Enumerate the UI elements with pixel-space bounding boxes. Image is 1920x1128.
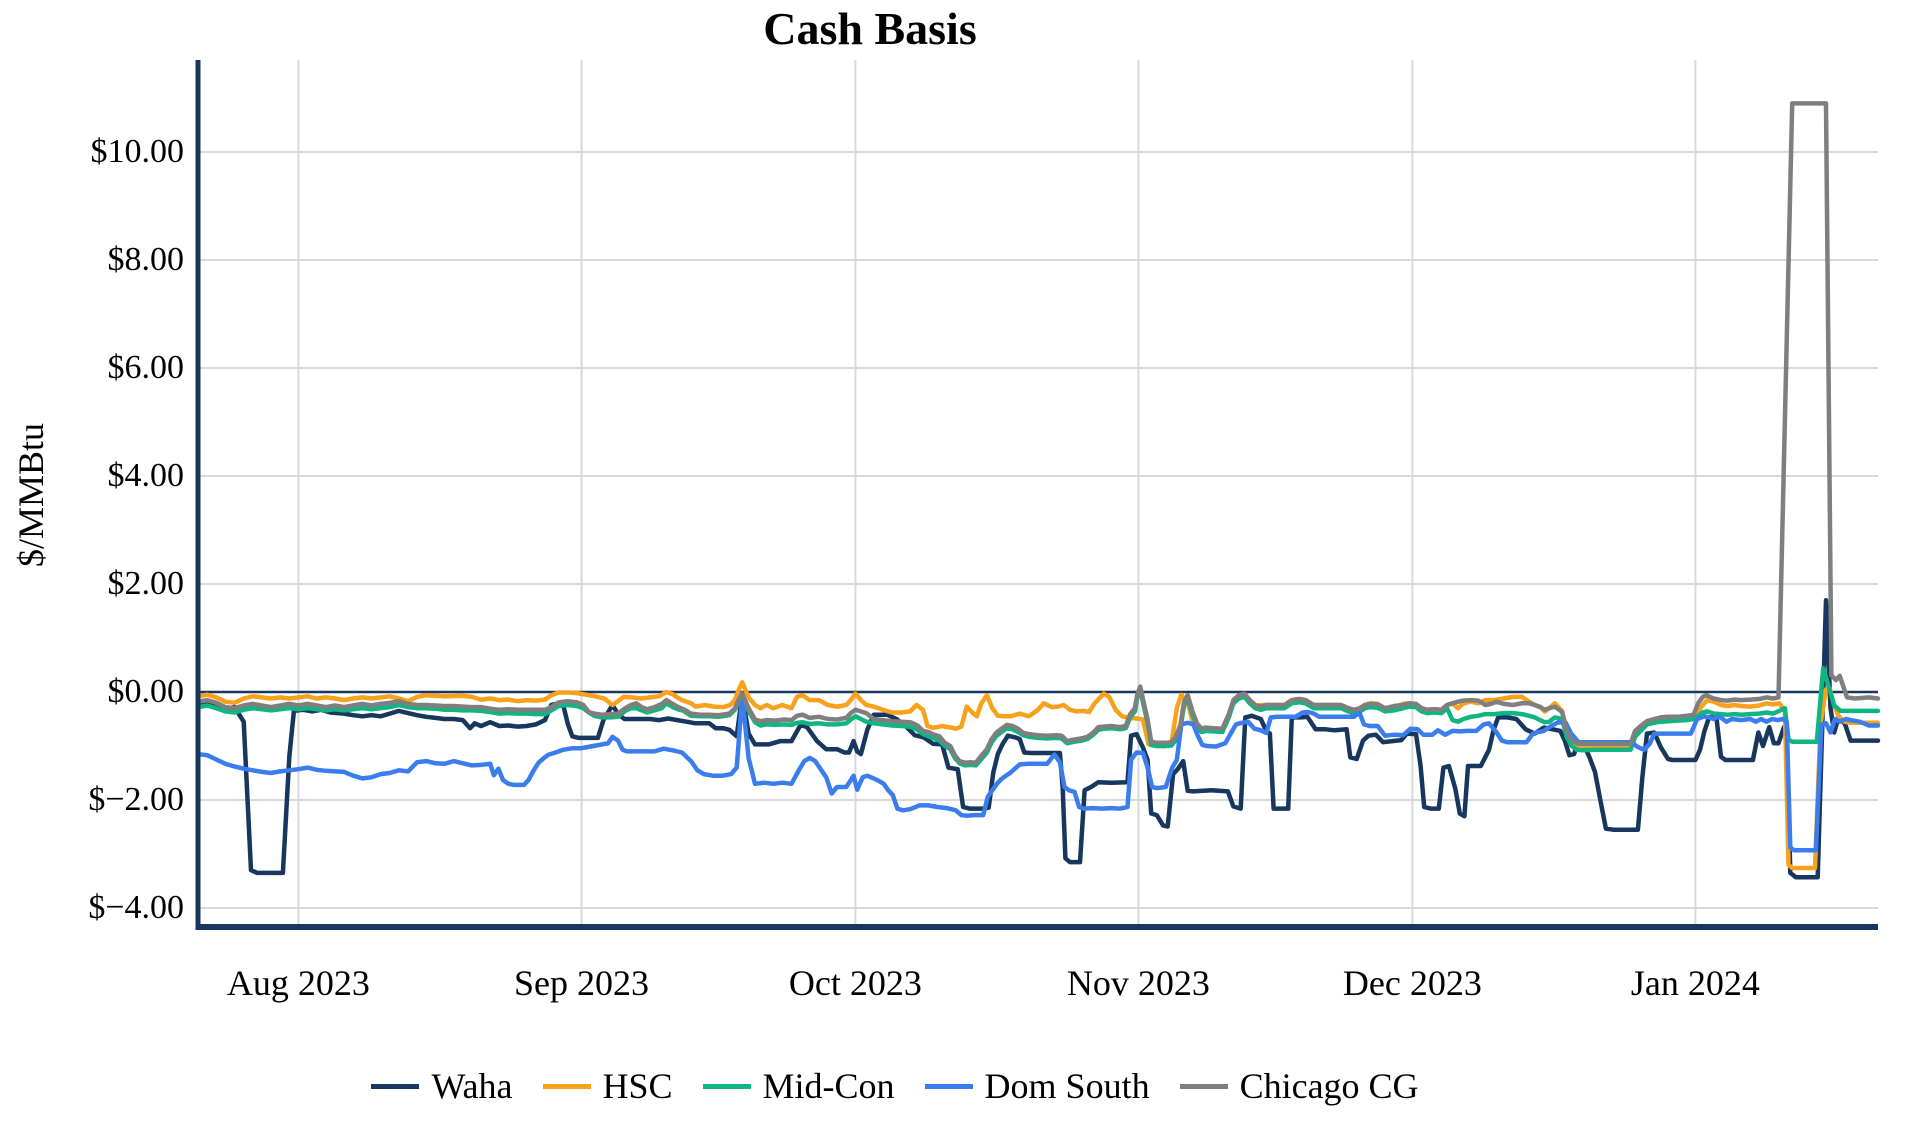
legend-item-waha: Waha [371,1065,513,1107]
legend-swatch-icon [371,1083,420,1089]
y-tick-label: $0.00 [107,673,185,710]
legend-label: Dom South [984,1066,1150,1106]
legend-swatch-icon [702,1083,751,1089]
legend-item-dom-south: Dom South [924,1065,1150,1107]
legend-swatch-icon [924,1083,973,1089]
legend-label: Chicago CG [1239,1066,1419,1106]
y-tick-label: $4.00 [107,457,185,494]
legend-item-chicago-cg: Chicago CG [1179,1065,1419,1107]
x-tick-label: Oct 2023 [788,963,922,1003]
legend-item-hsc: HSC [542,1065,673,1107]
legend-item-mid-con: Mid-Con [702,1065,895,1107]
x-tick-label: Dec 2023 [1342,963,1482,1003]
legend-label: Mid-Con [762,1066,895,1106]
y-tick-label: $10.00 [90,133,185,170]
chart-legend: Waha HSC Mid-Con Dom South Chicago CG [0,1058,1790,1114]
y-tick-label: $−2.00 [88,781,184,818]
legend-swatch-icon [542,1083,591,1089]
series-line-waha [195,597,1881,880]
legend-swatch-icon [1179,1083,1228,1089]
y-tick-label: $−4.00 [88,889,184,926]
legend-label: HSC [602,1066,673,1106]
y-tick-label: $2.00 [107,565,185,602]
x-tick-label: Sep 2023 [513,963,649,1003]
chart-title: Cash Basis [763,3,977,54]
series-line-chicago-cg [195,101,1881,765]
y-tick-label: $8.00 [107,241,185,278]
y-tick-label: $6.00 [107,349,185,386]
x-tick-label: Nov 2023 [1066,963,1210,1003]
x-tick-label: Aug 2023 [226,963,370,1003]
x-tick-label: Jan 2024 [1630,963,1760,1003]
legend-label: Waha [431,1066,513,1106]
